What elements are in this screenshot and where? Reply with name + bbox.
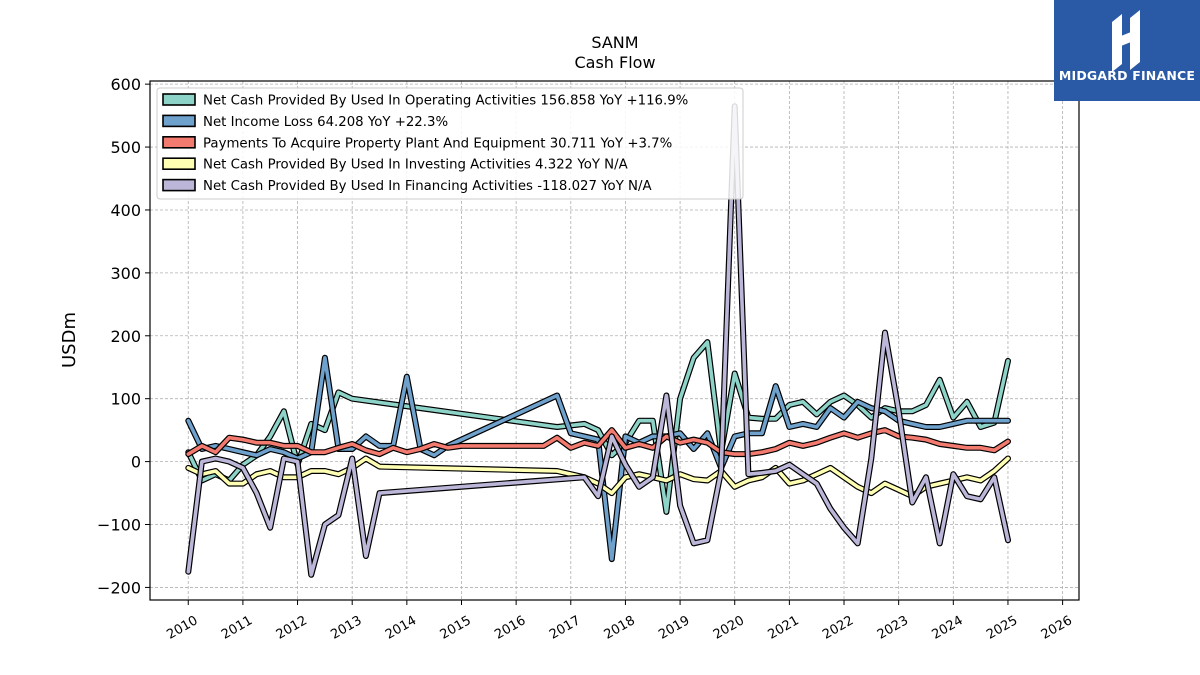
y-tick-label: 100: [110, 390, 141, 409]
x-tick-label: 2016: [492, 613, 528, 643]
x-tick-label: 2022: [820, 613, 856, 643]
legend-swatch-5: [162, 178, 196, 192]
legend-frame: [156, 87, 744, 200]
y-axis-label: USDm: [59, 312, 80, 368]
x-tick-label: 2021: [766, 613, 802, 643]
series-line-core: [186, 428, 1010, 456]
logo-mark-icon: [1112, 10, 1140, 72]
brand-name: MIDGARD FINANCE: [1058, 68, 1196, 83]
x-tick-label: 2010: [164, 613, 200, 643]
legend-swatch-2: [162, 114, 196, 128]
legend-label-4: Net Cash Provided By Used In Investing A…: [203, 158, 628, 173]
series-line-core: [186, 456, 1010, 498]
legend-swatch-1: [162, 93, 196, 106]
series-line-core: [186, 356, 1010, 561]
y-tick-label: 300: [110, 264, 141, 283]
legend-label-1: Net Cash Provided By Used In Operating A…: [203, 94, 688, 109]
y-tick-label: 600: [110, 75, 141, 94]
y-tick-label: −100: [97, 516, 141, 535]
y-tick-label: −200: [97, 578, 141, 597]
series-2-line: [185, 354, 1011, 563]
x-tick-label: 2020: [711, 613, 747, 643]
legend-label-3: Payments To Acquire Property Plant And E…: [203, 136, 672, 151]
x-tick-label: 2023: [875, 613, 911, 643]
x-tick-label: 2024: [929, 613, 965, 643]
series-line-core: [186, 340, 1010, 514]
x-tick-label: 2014: [383, 613, 419, 643]
legend-swatch-3: [162, 136, 196, 149]
y-tick-label: 200: [110, 327, 141, 346]
y-tick-label: 500: [110, 138, 141, 157]
legend-swatch-4: [162, 157, 196, 170]
x-tick-label: 2017: [547, 613, 583, 643]
x-tick-label: 2013: [328, 613, 364, 643]
x-tick-label: 2018: [602, 613, 638, 643]
legend-label-2: Net Income Loss 64.208 YoY +22.3%: [203, 115, 448, 130]
series-line-core: [186, 104, 1010, 577]
series-1-line: [185, 339, 1011, 515]
series-line-outline: [185, 354, 1011, 563]
x-tick-label: 2026: [1039, 613, 1075, 643]
chart-ticker: SANM: [591, 33, 639, 52]
series-4-line: [185, 455, 1011, 500]
x-tick-label: 2025: [984, 613, 1020, 643]
series-3-line: [185, 427, 1011, 458]
chart-subtitle: Cash Flow: [574, 53, 656, 72]
x-tick-label: 2012: [274, 613, 310, 643]
y-tick-label: 0: [131, 453, 141, 472]
series-layer: [185, 103, 1011, 578]
x-tick-label: 2011: [219, 613, 255, 643]
legend: Net Cash Provided By Used In Operating A…: [156, 87, 744, 200]
x-tick-label: 2019: [656, 613, 692, 643]
brand-logo: MIDGARD FINANCE: [1054, 0, 1200, 101]
y-tick-label: 400: [110, 201, 141, 220]
legend-label-5: Net Cash Provided By Used In Financing A…: [203, 179, 652, 194]
series-5-line: [185, 103, 1011, 578]
x-tick-label: 2015: [438, 613, 474, 643]
plot-frame: [149, 80, 1080, 601]
